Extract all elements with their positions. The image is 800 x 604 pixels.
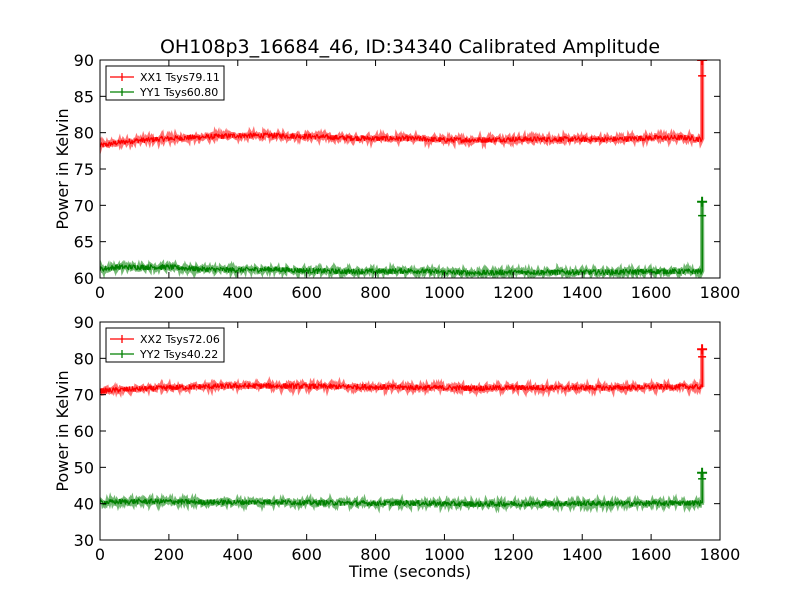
- y-tick-label: 70: [74, 386, 94, 405]
- legend-label: YY2 Tsys40.22: [139, 348, 218, 361]
- y-tick-label: 75: [74, 160, 94, 179]
- x-tick-label: 200: [154, 283, 185, 302]
- series-band-2: [100, 472, 705, 514]
- legend-label: XX2 Tsys72.06: [140, 333, 220, 346]
- x-tick-label: 400: [223, 283, 254, 302]
- y-tick-label: 90: [74, 51, 94, 70]
- chart-panel-2: 0 200 400 600 800 1000 1200 1400 1600 1800 30 40 50 6…: [53, 313, 740, 581]
- x-tick-label: 1800: [700, 283, 741, 302]
- legend-box: [105, 327, 225, 363]
- y-tick-label: 40: [74, 495, 94, 514]
- series-band-1: [100, 349, 705, 398]
- y-axis-label: Power in Kelvin: [53, 108, 72, 229]
- y-tick-label: 50: [74, 458, 94, 477]
- legend-box: [105, 65, 225, 101]
- spike-marker-2: [697, 467, 708, 478]
- x-tick-label: 1400: [562, 545, 603, 564]
- spike-marker-1: [697, 60, 708, 65]
- y-tick-label: 30: [74, 531, 94, 550]
- x-tick-label: 1000: [424, 545, 465, 564]
- legend-label: XX1 Tsys79.11: [140, 71, 220, 84]
- chart-panel-1: 0 200 400 600 800 1000 1200 1400 1600 1800 60 65 70 7…: [53, 51, 740, 302]
- series-band-1: [100, 60, 705, 155]
- x-tick-label: 1200: [493, 545, 534, 564]
- y-tick-label: 90: [74, 313, 94, 332]
- series-group: [100, 344, 708, 514]
- spike-marker-1: [697, 344, 708, 355]
- y-axis-label: Power in Kelvin: [53, 370, 72, 491]
- x-tick-label: 600: [291, 545, 322, 564]
- x-tick-label: 1800: [700, 545, 741, 564]
- y-tick-label: 65: [74, 233, 94, 252]
- spike-marker-2: [697, 196, 708, 207]
- x-tick-label: 1600: [631, 283, 672, 302]
- series-band-2: [100, 201, 705, 278]
- x-tick-label: 1400: [562, 283, 603, 302]
- x-axis-label: Time (seconds): [348, 562, 471, 581]
- x-tick-label: 0: [95, 545, 105, 564]
- y-tick-label: 80: [74, 349, 94, 368]
- x-tick-label: 800: [360, 545, 391, 564]
- x-tick-label: 200: [154, 545, 185, 564]
- y-tick-label: 80: [74, 124, 94, 143]
- y-tick-label: 60: [74, 422, 94, 441]
- x-tick-label: 600: [291, 283, 322, 302]
- y-tick-label: 70: [74, 196, 94, 215]
- y-tick-label: 85: [74, 87, 94, 106]
- legend-label: YY1 Tsys60.80: [139, 86, 218, 99]
- x-tick-label: 1200: [493, 283, 534, 302]
- y-tick-label: 60: [74, 269, 94, 288]
- legend: XX2 Tsys72.06 YY2 Tsys40.22: [105, 327, 225, 363]
- x-tick-label: 800: [360, 283, 391, 302]
- x-tick-label: 1000: [424, 283, 465, 302]
- x-tick-label: 1600: [631, 545, 672, 564]
- x-tick-label: 0: [95, 283, 105, 302]
- series-group: [100, 60, 708, 278]
- chart-title: OH108p3_16684_46, ID:34340 Calibrated Am…: [160, 36, 660, 58]
- legend: XX1 Tsys79.11 YY1 Tsys60.80: [105, 65, 225, 101]
- x-tick-label: 400: [223, 545, 254, 564]
